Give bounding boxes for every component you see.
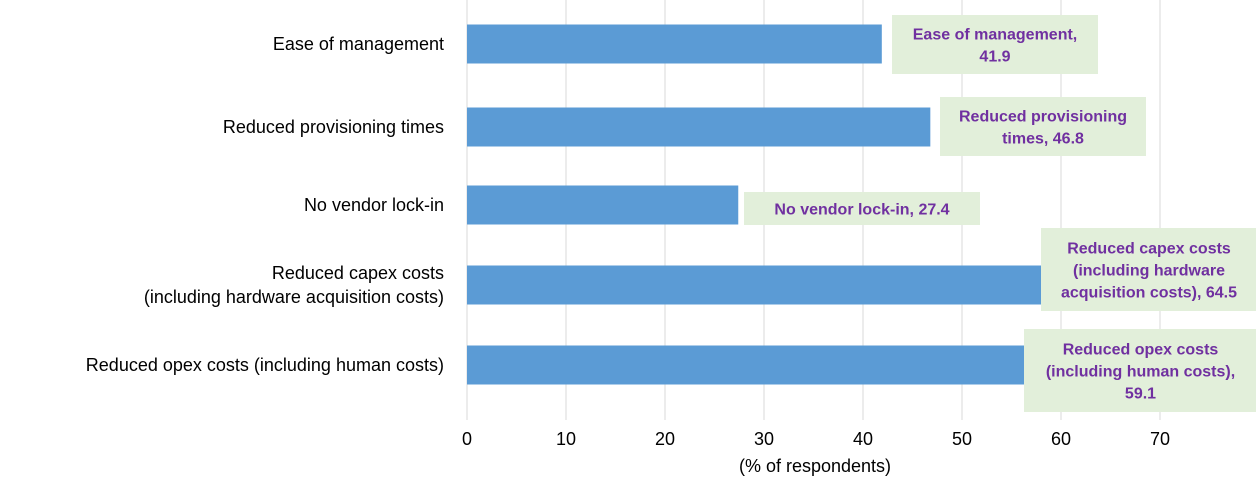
x-tick-label-20: 20 (655, 429, 675, 449)
x-tick-label-70: 70 (1150, 429, 1170, 449)
data-label-text: Ease of management, 41.9 (913, 27, 1078, 66)
data-label-text: Reduced opex costs (including human costs… (1046, 342, 1235, 403)
x-tick-label-50: 50 (952, 429, 972, 449)
bar-4 (467, 265, 1106, 305)
bar-3 (467, 185, 739, 225)
x-tick-label-60: 60 (1051, 429, 1071, 449)
x-axis-title: (% of respondents) (739, 456, 891, 476)
category-label-5: Reduced opex costs (including human cost… (86, 355, 444, 375)
data-labels: Ease of management, 41.9 Reduced provision… (744, 15, 1256, 412)
bars (467, 24, 1106, 385)
data-label-box (892, 15, 1098, 74)
data-label-text: Reduced capex costs (including hardware ac… (1061, 241, 1237, 302)
x-tick-label-30: 30 (754, 429, 774, 449)
data-label-4: Reduced capex costs (including hardware ac… (1041, 228, 1256, 311)
x-tick-label-40: 40 (853, 429, 873, 449)
bar-1 (467, 24, 882, 64)
bar-2 (467, 107, 931, 147)
data-label-box (1041, 228, 1256, 311)
category-labels: Ease of management Reduced provisioning t… (86, 34, 444, 375)
category-label-2: Reduced provisioning times (223, 117, 444, 137)
data-label-box (940, 97, 1146, 156)
category-label-3: No vendor lock-in (304, 195, 444, 215)
data-label-3: No vendor lock-in, 27.4 (744, 192, 980, 225)
data-label-text: Reduced provisioning times, 46.8 (959, 109, 1127, 148)
data-label-2: Reduced provisioning times, 46.8 (940, 97, 1146, 156)
data-label-5: Reduced opex costs (including human costs… (1024, 329, 1256, 412)
data-label-box (744, 192, 980, 225)
bar-5 (467, 345, 1053, 385)
data-label-text: No vendor lock-in, 27.4 (774, 202, 949, 219)
x-tick-label-10: 10 (556, 429, 576, 449)
x-axis-ticks: 0 10 20 30 40 50 60 70 (462, 429, 1170, 449)
data-label-1: Ease of management, 41.9 (892, 15, 1098, 74)
x-tick-label-0: 0 (462, 429, 472, 449)
category-label-4: Reduced capex costs (including hardware a… (144, 263, 444, 307)
category-label-1: Ease of management (273, 34, 444, 54)
data-label-box (1024, 329, 1256, 412)
